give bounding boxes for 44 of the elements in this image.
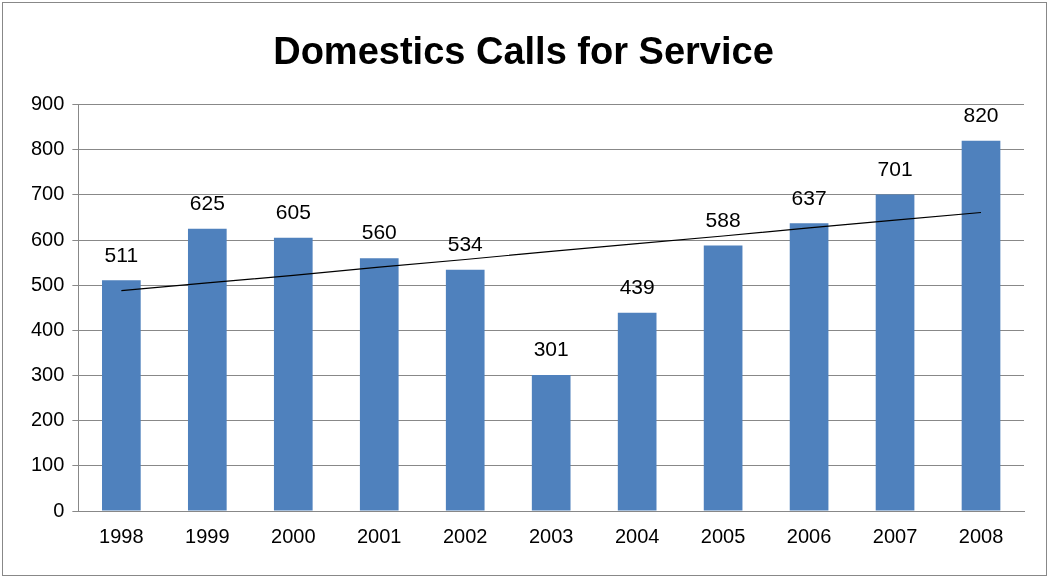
y-tick-label: 300 [30, 363, 65, 386]
data-label: 701 [877, 156, 913, 180]
x-tick-label: 2008 [958, 524, 1004, 547]
y-tick-label: 100 [30, 453, 65, 476]
bar [531, 375, 571, 511]
data-label: 439 [619, 275, 655, 299]
y-tick-label: 200 [30, 408, 65, 431]
data-label: 534 [447, 232, 484, 256]
y-tick-label: 900 [30, 92, 65, 115]
y-tick-label: 600 [30, 227, 65, 250]
bar [273, 237, 313, 511]
bar [445, 269, 485, 511]
y-tick-label: 500 [30, 272, 65, 295]
x-tick-label: 1999 [185, 524, 230, 547]
x-tick-label: 1998 [99, 524, 144, 547]
x-tick-label: 2000 [271, 524, 316, 547]
bar [703, 245, 743, 511]
data-label: 605 [275, 200, 311, 224]
data-label: 588 [705, 207, 741, 231]
bar [187, 228, 227, 511]
x-tick-label: 2005 [700, 524, 746, 547]
y-tick-label: 400 [30, 317, 65, 340]
bar [789, 223, 829, 511]
data-label: 301 [533, 337, 569, 361]
bar [359, 258, 399, 511]
x-tick-label: 2004 [614, 524, 660, 547]
bar [102, 280, 141, 511]
data-label: 560 [361, 220, 397, 244]
bar [617, 312, 657, 511]
x-tick-label: 2003 [528, 524, 574, 547]
y-tick-label: 800 [30, 137, 65, 160]
data-label: 637 [791, 185, 827, 209]
data-label: 625 [189, 191, 225, 215]
x-tick-label: 2007 [872, 524, 918, 547]
data-label: 820 [963, 103, 999, 127]
bar [875, 194, 915, 511]
x-tick-label: 2002 [442, 524, 488, 547]
data-label: 511 [104, 242, 139, 266]
bar [961, 140, 1001, 511]
y-tick-label: 0 [53, 498, 65, 521]
x-tick-label: 2006 [786, 524, 832, 547]
chart-title: Domestics Calls for Service [273, 30, 774, 73]
x-tick-label: 2001 [357, 524, 402, 547]
y-tick-label: 700 [30, 182, 65, 205]
